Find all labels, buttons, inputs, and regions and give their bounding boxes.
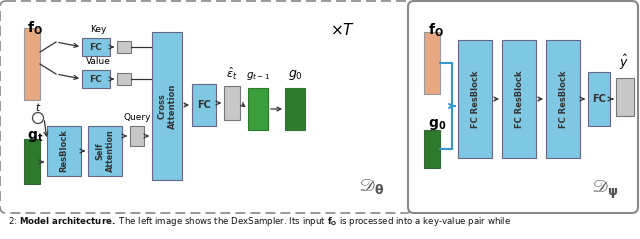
- Text: $\mathscr{D}_\mathbf{\psi}$: $\mathscr{D}_\mathbf{\psi}$: [593, 179, 620, 201]
- FancyBboxPatch shape: [192, 84, 216, 126]
- Text: $t$: $t$: [35, 101, 41, 113]
- FancyBboxPatch shape: [0, 1, 412, 213]
- Text: FC ResBlock: FC ResBlock: [470, 70, 479, 128]
- FancyBboxPatch shape: [546, 40, 580, 158]
- Text: $\mathbf{g_t}$: $\mathbf{g_t}$: [27, 129, 44, 144]
- FancyBboxPatch shape: [616, 78, 634, 116]
- Text: $\mathbf{f_O}$: $\mathbf{f_O}$: [428, 22, 444, 39]
- Text: FC: FC: [197, 100, 211, 110]
- Text: FC ResBlock: FC ResBlock: [515, 70, 524, 128]
- Text: 2: $\mathbf{Model\ architecture.}$ The left image shows the DexSampler. Its inpu: 2: $\mathbf{Model\ architecture.}$ The l…: [8, 215, 511, 228]
- Text: $g_0$: $g_0$: [287, 68, 303, 82]
- Text: $\times T$: $\times T$: [330, 22, 355, 38]
- Text: FC: FC: [592, 94, 606, 104]
- FancyBboxPatch shape: [588, 72, 610, 126]
- Text: $\mathbf{g_0}$: $\mathbf{g_0}$: [428, 117, 446, 132]
- FancyBboxPatch shape: [117, 73, 131, 85]
- Text: $\mathscr{D}_\mathbf{\theta}$: $\mathscr{D}_\mathbf{\theta}$: [359, 176, 385, 196]
- FancyBboxPatch shape: [130, 126, 144, 146]
- FancyBboxPatch shape: [424, 32, 440, 94]
- Text: Cross
Attention: Cross Attention: [157, 83, 177, 129]
- Text: Value: Value: [86, 57, 111, 66]
- FancyBboxPatch shape: [24, 28, 40, 100]
- FancyBboxPatch shape: [458, 40, 492, 158]
- Text: FC ResBlock: FC ResBlock: [559, 70, 568, 128]
- FancyBboxPatch shape: [224, 86, 240, 120]
- Text: FC: FC: [90, 75, 102, 83]
- Text: Self
Attention: Self Attention: [95, 130, 115, 172]
- FancyBboxPatch shape: [285, 88, 305, 130]
- FancyBboxPatch shape: [47, 126, 81, 176]
- FancyBboxPatch shape: [88, 126, 122, 176]
- FancyBboxPatch shape: [424, 130, 440, 168]
- Text: $\mathbf{f_O}$: $\mathbf{f_O}$: [27, 20, 43, 37]
- FancyBboxPatch shape: [152, 32, 182, 180]
- Text: Query: Query: [124, 113, 151, 122]
- Text: $g_{t-1}$: $g_{t-1}$: [246, 70, 270, 82]
- Text: $\hat{y}$: $\hat{y}$: [619, 53, 629, 72]
- Circle shape: [33, 113, 44, 124]
- FancyBboxPatch shape: [408, 1, 638, 213]
- FancyBboxPatch shape: [117, 41, 131, 53]
- Text: FC: FC: [90, 43, 102, 51]
- FancyBboxPatch shape: [248, 88, 268, 130]
- Text: $\hat{\epsilon}_t$: $\hat{\epsilon}_t$: [227, 66, 237, 82]
- FancyBboxPatch shape: [82, 38, 110, 56]
- FancyBboxPatch shape: [82, 70, 110, 88]
- FancyBboxPatch shape: [24, 139, 40, 184]
- Text: Key: Key: [90, 25, 106, 34]
- FancyBboxPatch shape: [502, 40, 536, 158]
- Text: ResBlock: ResBlock: [60, 130, 68, 172]
